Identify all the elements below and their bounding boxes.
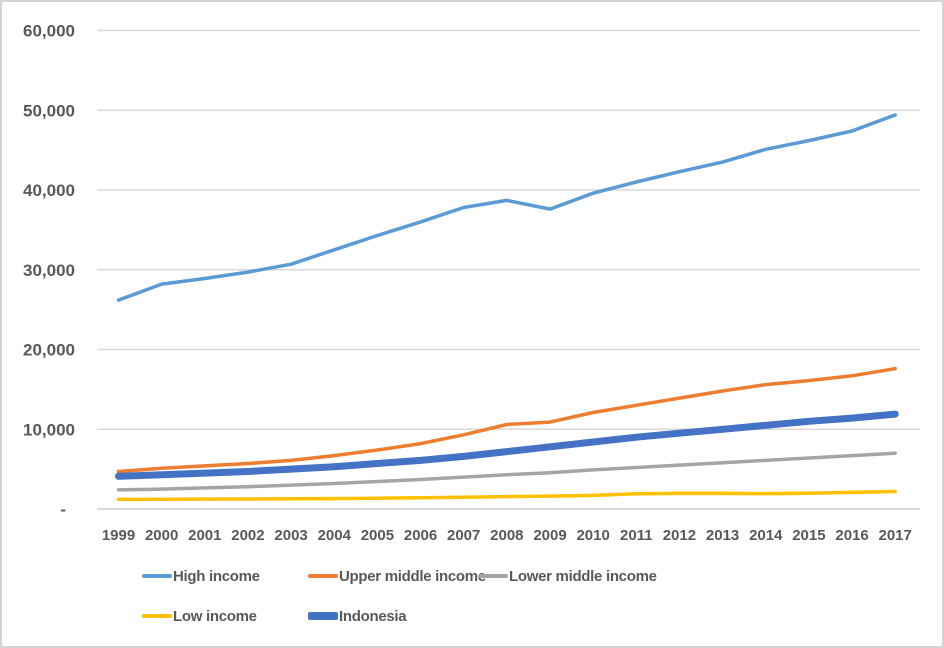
legend-label-indonesia: Indonesia xyxy=(339,607,407,625)
x-tick-label-2012: 2012 xyxy=(663,527,696,544)
legend-label-lower-middle-income: Lower middle income xyxy=(509,567,657,585)
series-line-lower-middle-income xyxy=(116,451,897,492)
x-tick-label-2014: 2014 xyxy=(749,527,783,544)
x-tick-label-2011: 2011 xyxy=(620,527,653,544)
legend-swatch-indonesia-icon xyxy=(308,612,338,620)
x-tick-label-2008: 2008 xyxy=(490,527,523,544)
x-tick-label-2000: 2000 xyxy=(145,527,178,544)
y-tick-label-30000: 30,000 xyxy=(23,261,75,280)
y-tick-label-0: - xyxy=(60,500,66,519)
x-tick-label-2004: 2004 xyxy=(318,527,352,544)
series-line-high-income xyxy=(116,113,897,302)
legend-swatch-upper-middle-income-icon xyxy=(308,574,338,578)
legend-label-low-income: Low income xyxy=(173,607,257,625)
x-tick-label-2006: 2006 xyxy=(404,527,437,544)
legend-swatch-lower-middle-income-icon xyxy=(478,574,508,578)
series-line-upper-middle-income xyxy=(116,366,897,474)
legend-item-low-income: Low income xyxy=(142,606,257,626)
y-tick-label-50000: 50,000 xyxy=(23,101,75,120)
x-tick-label-2010: 2010 xyxy=(576,527,609,544)
legend-item-indonesia: Indonesia xyxy=(308,606,407,626)
x-tick-label-2003: 2003 xyxy=(274,527,307,544)
y-tick-label-10000: 10,000 xyxy=(23,420,75,439)
x-tick-label-2002: 2002 xyxy=(231,527,264,544)
y-tick-label-60000: 60,000 xyxy=(23,22,75,41)
x-tick-label-2001: 2001 xyxy=(188,527,221,544)
legend-label-upper-middle-income: Upper middle income xyxy=(339,567,486,585)
legend-swatch-high-income-icon xyxy=(142,574,172,578)
x-tick-label-2005: 2005 xyxy=(361,527,394,544)
x-tick-label-2007: 2007 xyxy=(447,527,480,544)
y-tick-label-20000: 20,000 xyxy=(23,341,75,360)
x-tick-label-2015: 2015 xyxy=(792,527,825,544)
y-tick-label-40000: 40,000 xyxy=(23,181,75,200)
legend-item-upper-middle-income: Upper middle income xyxy=(308,566,486,586)
x-tick-label-2013: 2013 xyxy=(706,527,739,544)
x-tick-label-2017: 2017 xyxy=(879,527,912,544)
x-tick-label-2009: 2009 xyxy=(533,527,566,544)
series-line-low-income xyxy=(116,489,897,502)
legend-swatch-low-income-icon xyxy=(142,614,172,618)
legend-item-high-income: High income xyxy=(142,566,260,586)
x-tick-label-1999: 1999 xyxy=(102,527,135,544)
legend-label-high-income: High income xyxy=(173,567,260,585)
series-line-indonesia xyxy=(115,410,899,480)
x-tick-label-2016: 2016 xyxy=(835,527,868,544)
legend-item-lower-middle-income: Lower middle income xyxy=(478,566,657,586)
